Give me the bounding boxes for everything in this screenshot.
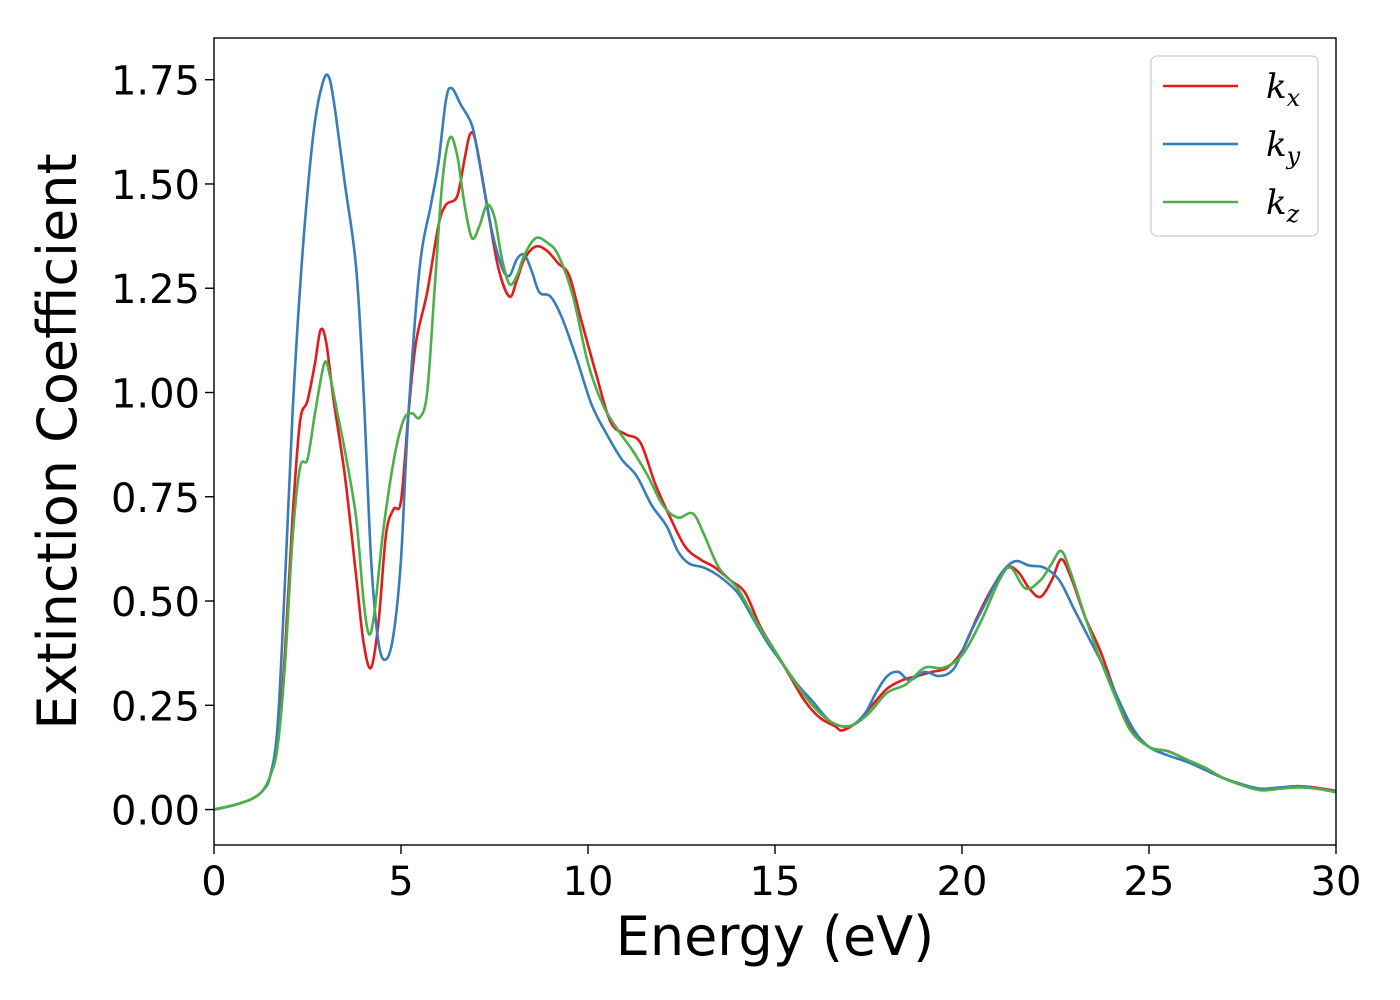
x-tick-label: 10: [563, 859, 614, 905]
y-tick-label: 0.00: [111, 789, 200, 835]
x-tick-label: 25: [1124, 859, 1175, 905]
x-tick-label: 0: [201, 859, 226, 905]
series-layer: [214, 73, 1336, 811]
y-tick-label: 1.00: [111, 371, 200, 417]
x-axis: 0 5 10 15 20 25 30: [201, 845, 1361, 905]
y-axis: 0.00 0.25 0.50 0.75 1.00 1.25 1.50 1.75: [111, 59, 214, 835]
legend-item-kx[interactable]: kx: [1163, 67, 1301, 112]
x-axis-title: Energy (eV): [616, 905, 935, 968]
x-tick-label: 30: [1311, 859, 1362, 905]
legend-item-kz[interactable]: kz: [1163, 183, 1300, 228]
x-tick-label: 15: [750, 859, 801, 905]
y-tick-label: 0.75: [111, 476, 200, 522]
series-line-ky: [214, 73, 1336, 811]
series-line-kz: [214, 135, 1336, 811]
y-axis-title: Extinction Coefficient: [26, 153, 89, 729]
y-tick-label: 0.25: [111, 684, 200, 730]
y-tick-label: 1.25: [111, 267, 200, 313]
legend-box: [1150, 55, 1319, 237]
y-tick-label: 1.75: [111, 59, 200, 105]
legend[interactable]: kx ky kz: [1150, 55, 1319, 237]
legend-item-ky[interactable]: ky: [1163, 125, 1301, 170]
x-tick-label: 5: [388, 859, 413, 905]
y-tick-label: 1.50: [111, 163, 200, 209]
legend-label: kx: [1266, 67, 1301, 112]
y-tick-label: 0.50: [111, 580, 200, 626]
legend-label: ky: [1266, 125, 1301, 170]
series-line-kx: [214, 130, 1336, 811]
legend-label: kz: [1266, 183, 1300, 228]
x-tick-label: 20: [937, 859, 988, 905]
